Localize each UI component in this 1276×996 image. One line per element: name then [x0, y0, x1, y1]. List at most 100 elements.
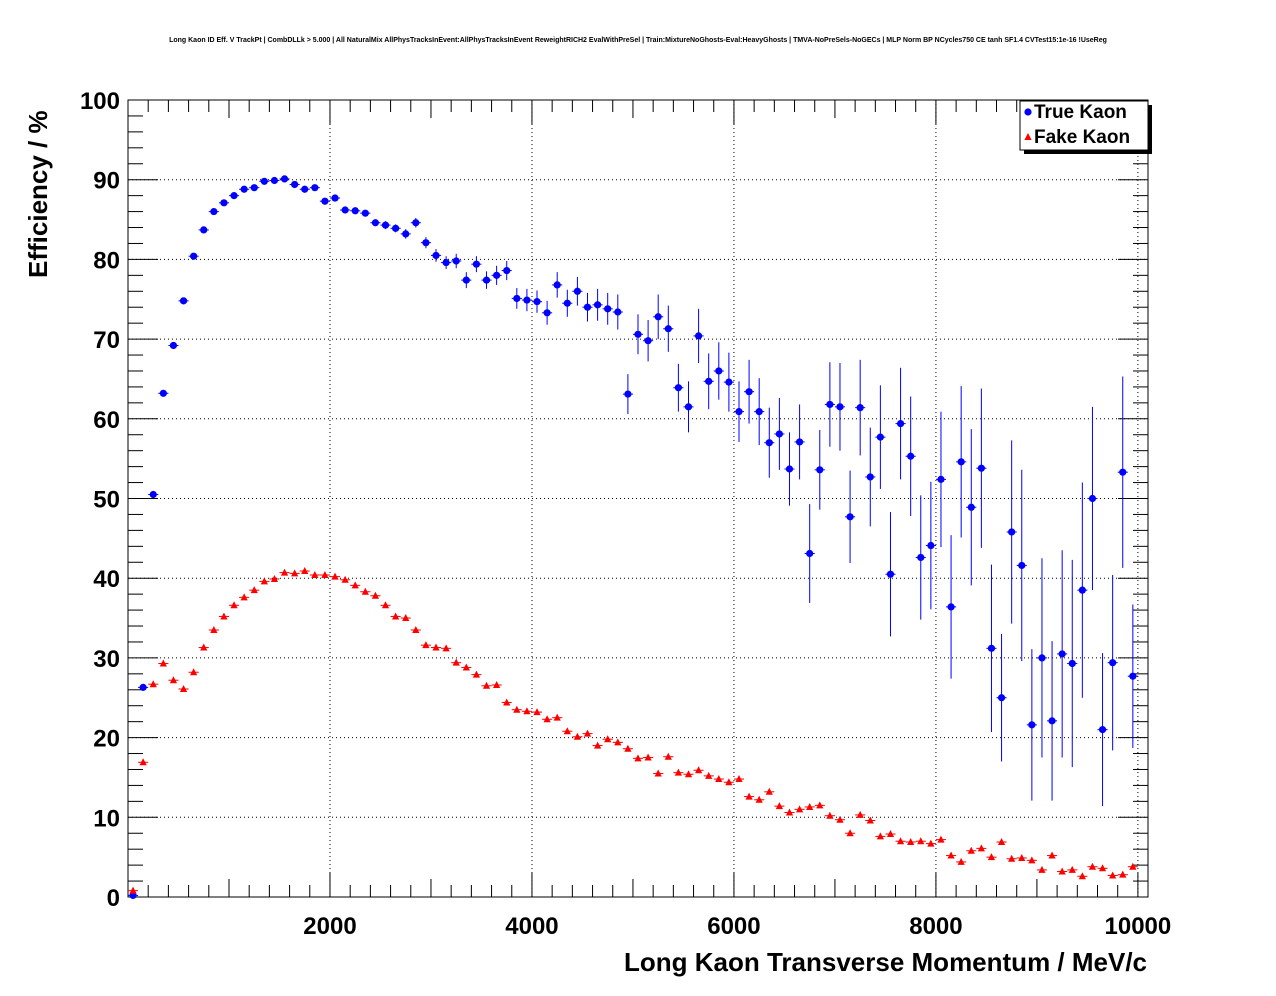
grid-lines	[128, 100, 1148, 897]
data-series	[128, 175, 1138, 900]
data-point	[604, 735, 612, 743]
data-point	[543, 309, 551, 317]
data-point	[513, 294, 521, 303]
data-point	[1088, 494, 1097, 503]
data-point	[503, 266, 511, 275]
y-tick-label: 10	[93, 805, 120, 832]
data-point	[331, 572, 339, 580]
legend-entry-fake-kaon: Fake Kaon	[1024, 127, 1130, 148]
data-point	[1119, 870, 1127, 878]
data-point	[594, 301, 602, 309]
data-point	[604, 305, 612, 313]
data-point	[594, 741, 602, 749]
data-point	[856, 404, 864, 412]
data-point	[957, 458, 965, 466]
data-point	[836, 403, 844, 411]
data-point	[795, 805, 804, 813]
data-point	[644, 337, 652, 345]
data-point	[1028, 856, 1036, 864]
data-point	[967, 503, 975, 511]
data-point	[977, 844, 985, 852]
data-point	[482, 681, 491, 689]
data-point	[573, 287, 582, 295]
data-point	[785, 465, 794, 473]
data-point	[997, 838, 1006, 846]
data-point	[705, 771, 713, 779]
data-point	[381, 221, 390, 229]
data-point	[614, 308, 622, 316]
data-point	[159, 659, 167, 667]
data-point	[543, 715, 551, 723]
data-point	[250, 586, 258, 594]
data-point	[705, 377, 713, 385]
data-point	[442, 644, 450, 652]
data-point	[270, 176, 279, 185]
data-point	[826, 811, 834, 819]
data-point	[472, 670, 481, 678]
data-point	[967, 846, 975, 854]
legend-entries: True Kaon Fake Kaon	[1024, 102, 1130, 148]
data-point	[553, 281, 561, 289]
data-point	[765, 787, 773, 795]
data-point	[1058, 867, 1066, 875]
data-point	[452, 257, 460, 265]
axis-ticks	[128, 99, 1148, 898]
data-point	[573, 732, 582, 740]
data-point	[664, 752, 672, 760]
data-point	[412, 626, 420, 634]
data-point	[381, 601, 390, 609]
data-point	[997, 694, 1006, 702]
data-point	[280, 568, 289, 576]
legend-entry-true-kaon: True Kaon	[1024, 102, 1127, 123]
data-point	[392, 612, 400, 620]
legend-box	[1019, 100, 1149, 151]
data-point	[886, 830, 895, 838]
data-point	[806, 802, 814, 810]
data-point	[523, 296, 531, 304]
data-point	[301, 185, 309, 193]
data-point	[291, 180, 299, 189]
data-point	[917, 553, 925, 562]
data-point	[533, 708, 541, 716]
data-point	[654, 313, 662, 321]
data-point	[775, 430, 783, 438]
data-point	[745, 792, 753, 800]
y-axis-title: Efficiency / %	[23, 110, 53, 278]
data-point	[472, 260, 481, 268]
data-point	[1078, 872, 1086, 880]
data-point	[1088, 862, 1097, 870]
data-point	[937, 475, 945, 483]
data-point	[826, 400, 834, 409]
data-point	[321, 571, 329, 579]
data-point	[715, 367, 723, 375]
data-point	[139, 758, 147, 766]
data-point	[442, 258, 450, 267]
y-tick-label: 0	[107, 885, 120, 912]
data-point	[523, 707, 531, 715]
data-point	[493, 680, 501, 688]
data-point	[1008, 854, 1016, 862]
data-point	[432, 251, 440, 260]
y-tick-label: 100	[80, 88, 120, 115]
data-point	[765, 439, 773, 447]
data-point	[876, 433, 884, 441]
data-point	[371, 591, 380, 599]
x-tick-label: 4000	[505, 913, 558, 940]
data-point	[725, 378, 733, 386]
data-point	[149, 680, 157, 688]
data-point	[927, 839, 935, 847]
data-point	[563, 299, 571, 307]
data-point	[755, 408, 763, 416]
data-point	[745, 388, 753, 396]
data-point	[311, 571, 319, 579]
data-point	[240, 185, 248, 193]
legend-marker-circle	[1024, 108, 1032, 116]
series-true-kaon	[128, 175, 1138, 900]
data-point	[210, 207, 218, 216]
data-point	[987, 853, 996, 861]
data-point	[311, 184, 319, 192]
data-point	[624, 744, 632, 752]
data-point	[816, 466, 824, 474]
data-point	[664, 325, 672, 333]
data-point	[1129, 862, 1137, 870]
